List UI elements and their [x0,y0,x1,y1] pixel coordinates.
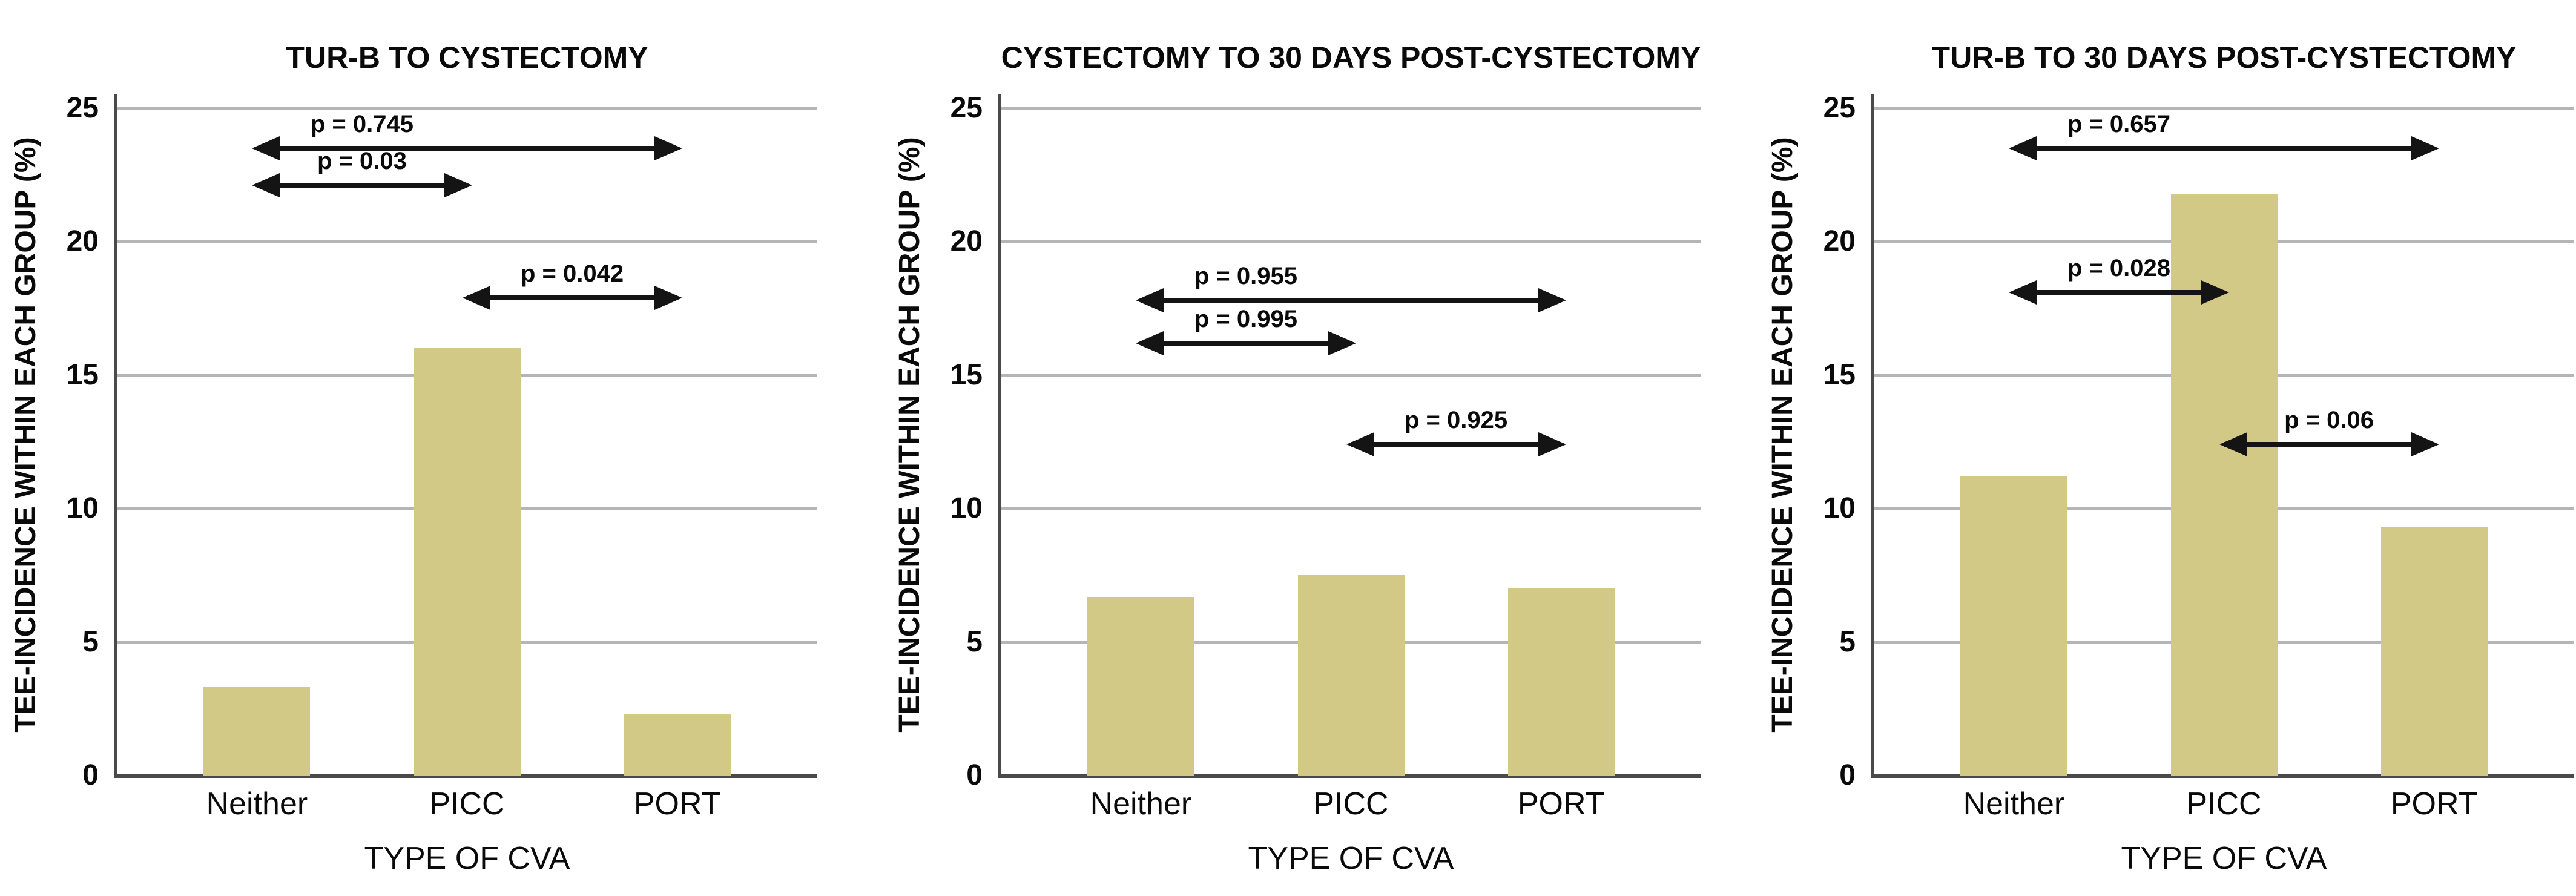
p-value-arrow [2224,442,2434,447]
y-tick-label: 0 [82,759,99,791]
y-tick-label: 10 [1823,492,1856,524]
x-tick-label-picc: PICC [2186,786,2262,822]
arrow-left-head-icon [2009,280,2037,305]
y-tick-label: 5 [82,625,99,658]
panel-title: TUR-B TO CYSTECTOMY [286,41,648,74]
y-tick-label: 5 [1839,625,1856,658]
p-value-label: p = 0.925 [1404,407,1508,434]
arrow-left-head-icon [462,285,490,310]
arrow-right-head-icon [2201,280,2229,305]
x-tick-label-port: PORT [2390,786,2478,822]
gridline-20 [117,240,817,243]
y-tick-label: 20 [950,225,983,257]
y-tick-label: 25 [66,91,99,124]
x-axis-title: TYPE OF CVA [364,841,570,876]
x-axis-title: TYPE OF CVA [1248,841,1454,876]
y-tick-label: 15 [66,358,99,391]
x-tick-label-neither: Neither [1090,786,1192,822]
bar-neither [1960,476,2067,776]
arrow-right-head-icon [444,173,472,198]
chart-panel-turb-to-30days: TUR-B TO 30 DAYS POST-CYSTECTOMY TEE-INC… [1718,0,2576,896]
arrow-left-head-icon [252,136,280,160]
p-value-arrow [467,295,677,300]
gridline-15 [1001,374,1701,377]
y-axis-line [998,94,1001,778]
x-axis-line [998,774,1701,778]
arrow-right-head-icon [654,285,682,310]
gridline-10 [1001,507,1701,510]
x-tick-label-picc: PICC [1313,786,1389,822]
p-value-label: p = 0.745 [310,110,413,137]
y-tick-label: 15 [1823,358,1856,391]
p-value-label: p = 0.657 [2067,110,2170,137]
x-tick-label-port: PORT [1517,786,1605,822]
bar-port [2380,527,2488,776]
p-value-label: p = 0.028 [2067,254,2170,282]
x-tick-label-neither: Neither [1963,786,2065,822]
p-value-label: p = 0.995 [1194,305,1297,332]
y-tick-label: 0 [1839,759,1856,791]
arrow-left-head-icon [252,173,280,198]
bar-neither [203,687,311,776]
p-value-arrow [1351,442,1561,447]
y-tick-label: 25 [1823,91,1856,124]
bar-picc [413,348,521,776]
arrow-left-head-icon [2009,136,2037,160]
p-value-arrow [257,183,467,188]
arrow-left-head-icon [2219,432,2247,457]
gridline-20 [1001,240,1701,243]
arrow-right-head-icon [2411,136,2439,160]
chart-panel-cystectomy-to-30days: CYSTECTOMY TO 30 DAYS POST-CYSTECTOMY TE… [859,0,1718,896]
bar-port [624,714,731,776]
p-value-arrow [2014,289,2224,295]
x-tick-label-neither: Neither [206,786,308,822]
p-value-arrow [1141,340,1351,346]
p-value-arrow [257,145,677,151]
x-axis-line [1871,774,2574,778]
p-value-label: p = 0.955 [1194,263,1297,290]
y-tick-label: 0 [966,759,983,791]
y-tick-label: 25 [950,91,983,124]
y-axis-line [1871,94,1874,778]
arrow-left-head-icon [1136,331,1164,355]
bar-port [1507,588,1615,776]
arrow-left-head-icon [1136,288,1164,313]
y-axis-line [114,94,117,778]
p-value-label: p = 0.06 [2284,407,2374,434]
x-axis-title: TYPE OF CVA [2121,841,2327,876]
panel-title: CYSTECTOMY TO 30 DAYS POST-CYSTECTOMY [1001,41,1701,74]
arrow-right-head-icon [1538,288,1566,313]
gridline-25 [117,107,817,110]
x-tick-label-picc: PICC [429,786,505,822]
p-value-arrow [1141,298,1561,303]
y-tick-label: 10 [66,492,99,524]
bar-picc [1297,575,1405,776]
gridline-25 [1874,107,2574,110]
arrow-left-head-icon [1346,432,1374,457]
gridline-25 [1001,107,1701,110]
p-value-label: p = 0.042 [520,260,624,287]
p-value-label: p = 0.03 [317,148,407,175]
x-axis-line [114,774,817,778]
y-tick-label: 20 [1823,225,1856,257]
y-tick-label: 5 [966,625,983,658]
arrow-right-head-icon [1538,432,1566,457]
arrow-right-head-icon [1328,331,1356,355]
p-value-arrow [2014,145,2434,151]
x-tick-label-port: PORT [633,786,721,822]
y-tick-label: 20 [66,225,99,257]
chart-panel-turb-to-cystectomy: TUR-B TO CYSTECTOMY TEE-INCIDENCE WITHIN… [0,0,859,896]
arrow-right-head-icon [654,136,682,160]
panel-title: TUR-B TO 30 DAYS POST-CYSTECTOMY [1931,41,2517,74]
y-tick-label: 10 [950,492,983,524]
bar-neither [1087,596,1194,776]
arrow-right-head-icon [2411,432,2439,457]
y-tick-label: 15 [950,358,983,391]
